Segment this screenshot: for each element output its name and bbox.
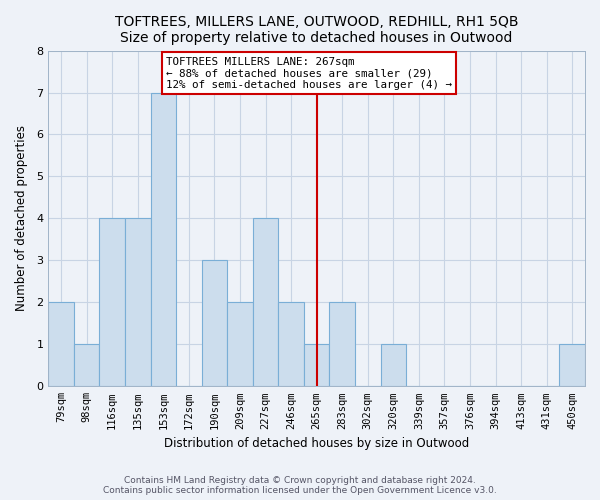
Bar: [74, 344, 100, 387]
Bar: [151, 92, 176, 387]
X-axis label: Distribution of detached houses by size in Outwood: Distribution of detached houses by size …: [164, 437, 469, 450]
Title: TOFTREES, MILLERS LANE, OUTWOOD, REDHILL, RH1 5QB
Size of property relative to d: TOFTREES, MILLERS LANE, OUTWOOD, REDHILL…: [115, 15, 518, 45]
Bar: [202, 260, 227, 386]
Bar: [253, 218, 278, 386]
Bar: [380, 344, 406, 387]
Text: TOFTREES MILLERS LANE: 267sqm
← 88% of detached houses are smaller (29)
12% of s: TOFTREES MILLERS LANE: 267sqm ← 88% of d…: [166, 57, 452, 90]
Text: Contains HM Land Registry data © Crown copyright and database right 2024.
Contai: Contains HM Land Registry data © Crown c…: [103, 476, 497, 495]
Bar: [100, 218, 125, 386]
Bar: [329, 302, 355, 386]
Y-axis label: Number of detached properties: Number of detached properties: [15, 126, 28, 312]
Bar: [227, 302, 253, 386]
Bar: [559, 344, 585, 387]
Bar: [49, 302, 74, 386]
Bar: [304, 344, 329, 387]
Bar: [125, 218, 151, 386]
Bar: [278, 302, 304, 386]
